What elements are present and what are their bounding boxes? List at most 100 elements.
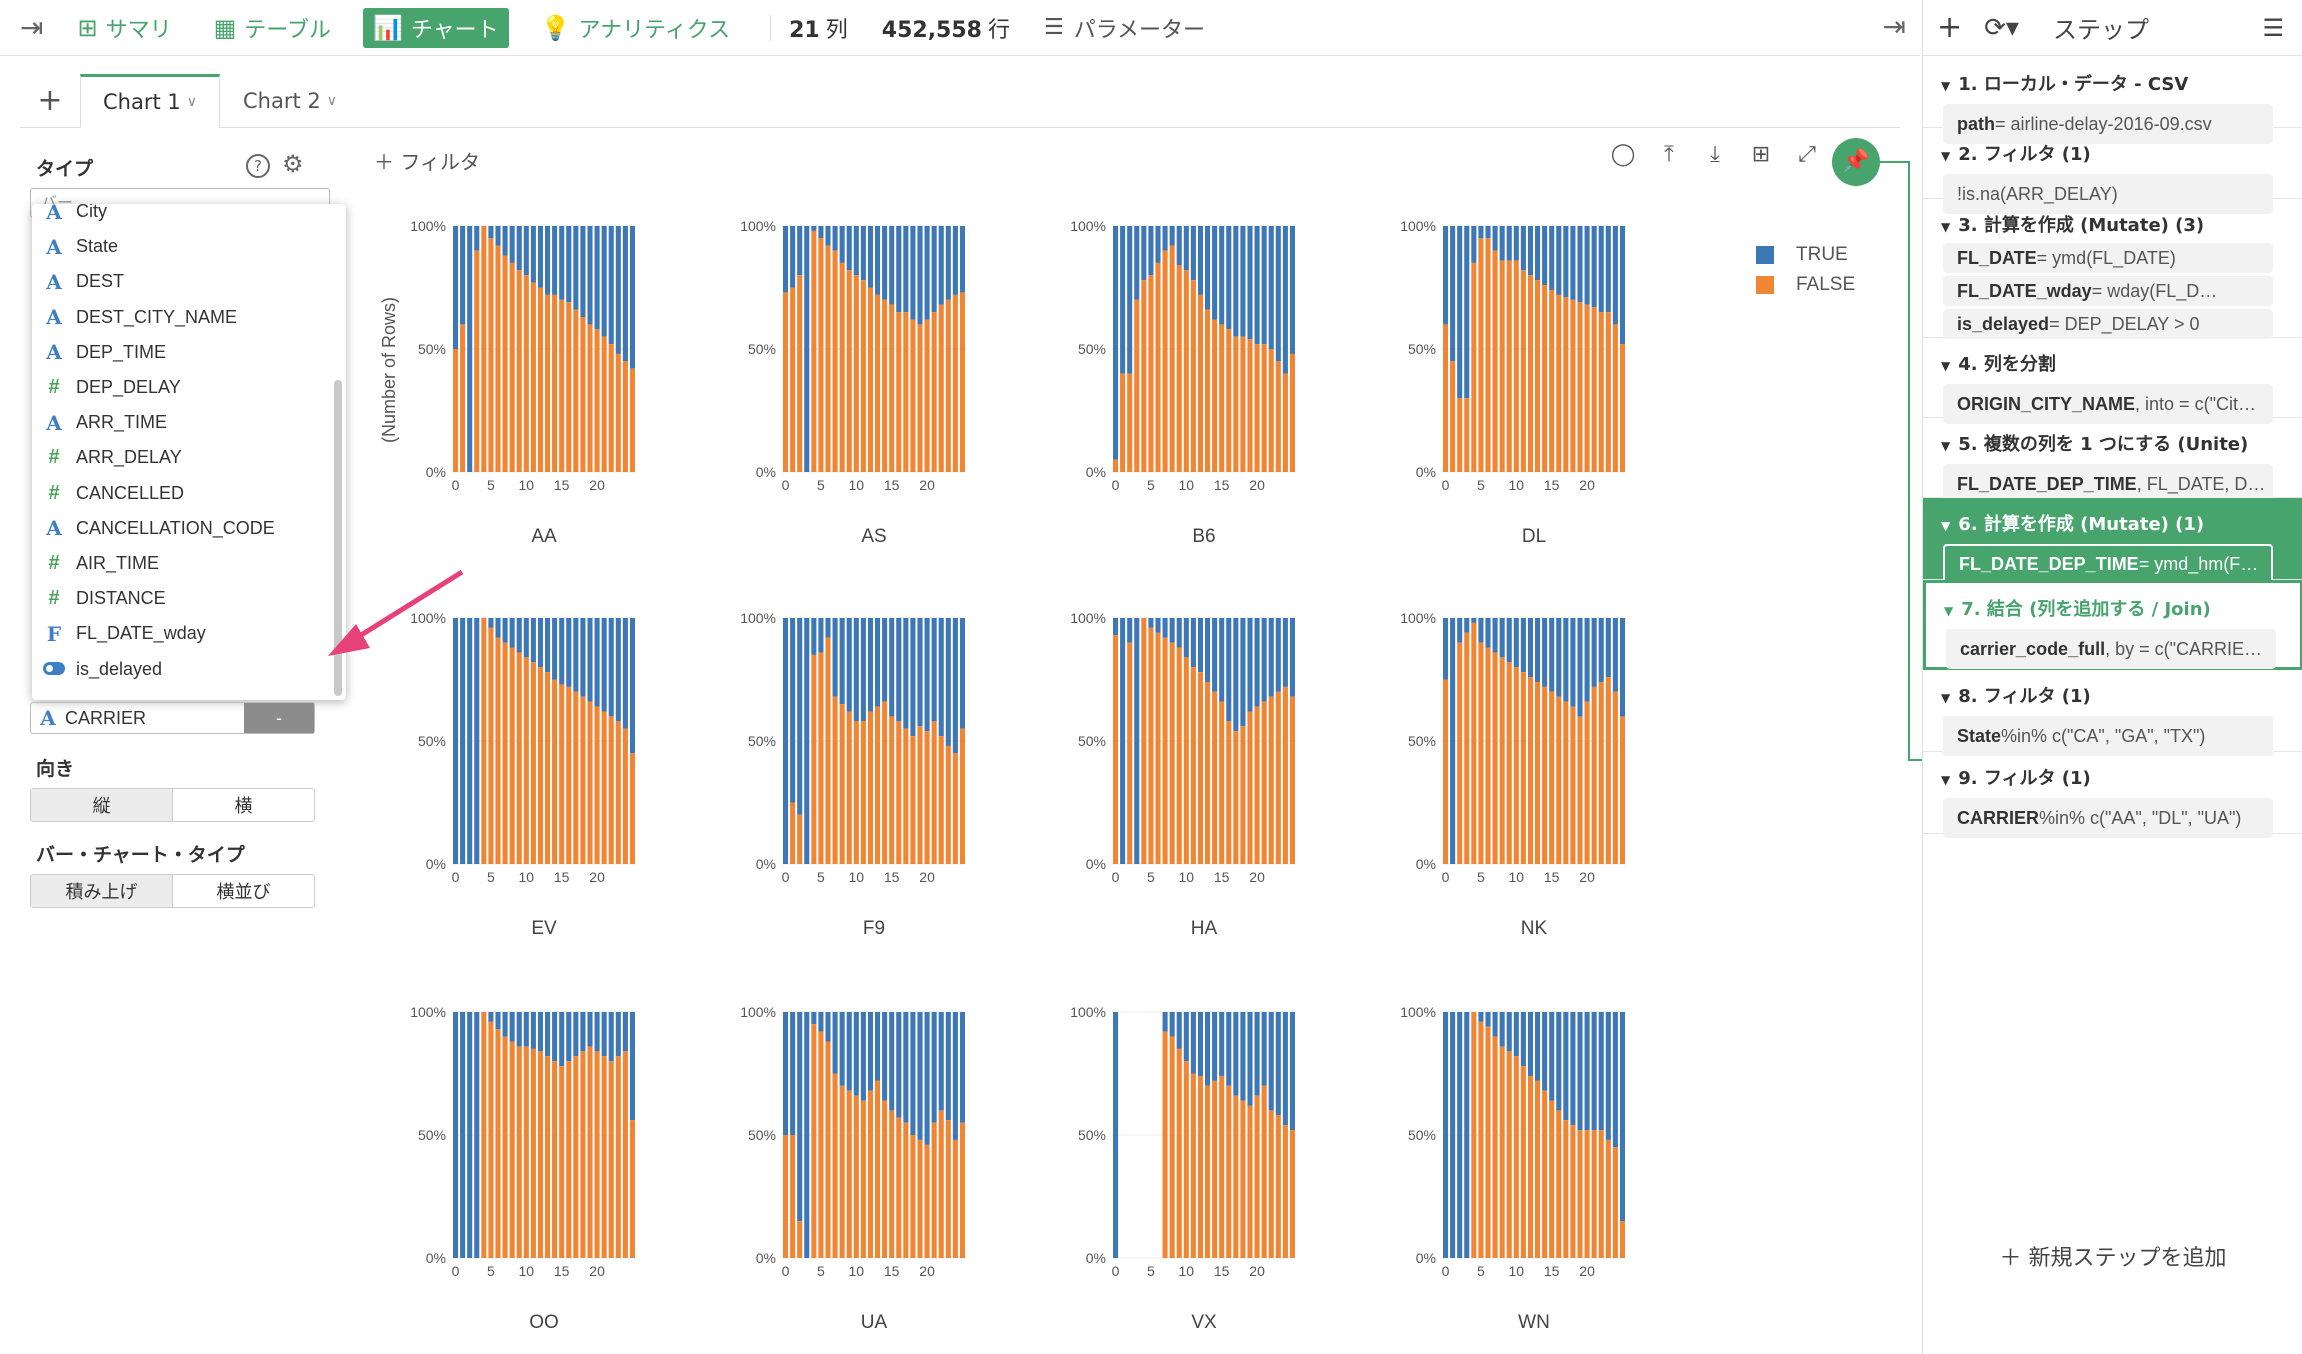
- column-option[interactable]: A DEST: [32, 264, 332, 299]
- column-option[interactable]: A ARR_TIME: [32, 405, 332, 440]
- chart-tab[interactable]: 📊 チャート: [362, 7, 509, 48]
- expand-icon[interactable]: ⤢: [1798, 142, 1816, 167]
- bar-true: [1176, 618, 1182, 648]
- bar-true: [1513, 1012, 1519, 1057]
- table-tab[interactable]: ▦ テーブル: [204, 8, 341, 48]
- bar-true: [945, 1012, 951, 1121]
- upload-icon[interactable]: ⤒: [1664, 142, 1674, 167]
- step-body[interactable]: FL_DATE_wday = wday(FL_D…: [1943, 276, 2273, 306]
- list-menu-icon[interactable]: ☰: [2262, 13, 2284, 42]
- step-title-text: 4. 列を分割: [1958, 354, 2056, 375]
- color-field-carrier[interactable]: A CARRIER -: [30, 702, 315, 734]
- collapse-triangle-icon[interactable]: ▼: [1944, 604, 1954, 618]
- step-body[interactable]: CARRIER %in% c("AA", "DL", "UA"): [1943, 798, 2273, 838]
- pin-button[interactable]: 📌: [1832, 138, 1880, 186]
- bar-true: [931, 226, 937, 313]
- dropdown-scrollbar[interactable]: [334, 380, 342, 696]
- step-3[interactable]: ▼ 3. 計算を作成 (Mutate) (3) FL_DATE = ymd(FL_D…: [1923, 199, 2302, 339]
- step-7[interactable]: ▼ 7. 結合 (列を追加する / Join) carrier_code_full,…: [1923, 580, 2302, 670]
- add-step-icon[interactable]: +: [1937, 10, 1963, 45]
- bar-true: [488, 1012, 494, 1022]
- collapse-triangle-icon[interactable]: ▼: [1941, 149, 1951, 163]
- step-2[interactable]: ▼ 2. フィルタ (1) !is.na(ARR_DELAY): [1923, 128, 2302, 214]
- summary-tab[interactable]: ⊞ サマリ: [67, 8, 181, 48]
- tab-chart-1[interactable]: Chart 1 ∨: [80, 74, 220, 128]
- bar-false: [1148, 627, 1154, 864]
- legend-item-true[interactable]: TRUE: [1756, 240, 1855, 270]
- step-body[interactable]: !is.na(ARR_DELAY): [1943, 174, 2273, 214]
- step-8[interactable]: ▼ 8. フィルタ (1) State %in% c("CA", "GA", "TX…: [1923, 670, 2302, 756]
- column-option[interactable]: A DEST_CITY_NAME: [32, 300, 332, 335]
- plus-icon: ＋: [1999, 1246, 2029, 1271]
- collapse-triangle-icon[interactable]: ▼: [1941, 79, 1951, 93]
- step-body[interactable]: FL_DATE_DEP_TIME = ymd_hm(F…: [1943, 544, 2273, 584]
- step-body-text: = wday(FL_D…: [2091, 280, 2218, 301]
- bar-false: [903, 728, 909, 864]
- bar-true: [1226, 1012, 1232, 1086]
- step-body[interactable]: FL_DATE = ymd(FL_DATE): [1943, 243, 2273, 273]
- step-5[interactable]: ▼ 5. 複数の列を 1 つにする (Unite) FL_DATE_DEP_TIME…: [1923, 418, 2302, 504]
- collapse-triangle-icon[interactable]: ▼: [1941, 439, 1951, 453]
- collapse-triangle-icon[interactable]: ▼: [1941, 220, 1951, 234]
- collapse-triangle-icon[interactable]: ▼: [1941, 519, 1951, 533]
- comment-icon[interactable]: ◯: [1610, 142, 1636, 167]
- analytics-tab[interactable]: 💡 アナリティクス: [531, 8, 740, 48]
- bar-true: [1155, 618, 1161, 633]
- add-chart-tab-button[interactable]: +: [37, 82, 63, 118]
- step-body[interactable]: carrier_code_full, by = c("CARRIE…: [1946, 629, 2276, 669]
- add-step-button[interactable]: ＋ 新規ステップを追加: [1923, 1240, 2302, 1272]
- step-4[interactable]: ▼ 4. 列を分割 ORIGIN_CITY_NAME, into = c("Cit…: [1923, 338, 2302, 424]
- step-body[interactable]: is_delayed = DEP_DELAY > 0: [1943, 309, 2273, 339]
- column-option[interactable]: # DEP_DELAY: [32, 370, 332, 405]
- step-9[interactable]: ▼ 9. フィルタ (1) CARRIER %in% c("AA", "DL", "…: [1923, 752, 2302, 838]
- column-option[interactable]: # AIR_TIME: [32, 546, 332, 581]
- step-body[interactable]: State %in% c("CA", "GA", "TX"): [1943, 716, 2273, 756]
- column-option[interactable]: F FL_DATE_wday: [32, 616, 332, 651]
- help-icon[interactable]: ?: [246, 154, 270, 178]
- refresh-icon[interactable]: ⟳▾: [1984, 12, 2019, 43]
- tab-chart-2[interactable]: Chart 2 ∨: [220, 74, 360, 128]
- step-body[interactable]: ORIGIN_CITY_NAME, into = c("Cit…: [1943, 384, 2273, 424]
- column-option[interactable]: # DISTANCE: [32, 581, 332, 616]
- bar-false: [552, 679, 558, 864]
- column-option[interactable]: A City: [32, 204, 332, 229]
- bar-true: [1542, 618, 1548, 687]
- column-option[interactable]: is_delayed: [32, 652, 332, 687]
- collapse-triangle-icon[interactable]: ▼: [1941, 359, 1951, 373]
- add-filter-button[interactable]: ＋ フィルタ: [374, 146, 480, 175]
- bar-true: [1127, 618, 1133, 643]
- step-6[interactable]: ▼ 6. 計算を作成 (Mutate) (1) FL_DATE_DEP_TIME =…: [1923, 498, 2302, 584]
- y-tick-label: 100%: [410, 610, 446, 626]
- orientation-horizontal[interactable]: 横: [234, 796, 253, 817]
- bar-true: [523, 618, 529, 658]
- column-option[interactable]: A DEP_TIME: [32, 335, 332, 370]
- bar-type-stacked[interactable]: 積み上げ: [31, 875, 173, 907]
- legend-item-false[interactable]: FALSE: [1756, 270, 1855, 300]
- remove-field-button[interactable]: -: [244, 703, 314, 733]
- pin-connector: [1908, 759, 1922, 761]
- column-option[interactable]: A CANCELLATION_CODE: [32, 511, 332, 546]
- bar-false: [1506, 260, 1512, 472]
- y-tick-label: 0%: [426, 1250, 446, 1266]
- column-option[interactable]: # ARR_DELAY: [32, 440, 332, 475]
- collapse-right-icon[interactable]: ⇥: [1882, 10, 1906, 43]
- step-body[interactable]: path = airline-delay-2016-09.csv: [1943, 104, 2273, 144]
- column-option[interactable]: # CANCELLED: [32, 476, 332, 511]
- collapse-triangle-icon[interactable]: ▼: [1941, 691, 1951, 705]
- grid-layout-icon[interactable]: ⊞: [1751, 142, 1771, 167]
- bar-false: [797, 814, 803, 864]
- bar-type-dodge[interactable]: 横並び: [216, 882, 271, 903]
- step-body[interactable]: FL_DATE_DEP_TIME, FL_DATE, D…: [1943, 464, 2273, 504]
- orientation-vertical[interactable]: 縦: [31, 789, 173, 821]
- parameter-button[interactable]: ☰ パラメーター: [1044, 12, 1205, 44]
- collapse-left-icon[interactable]: ⇥: [20, 11, 44, 44]
- column-option[interactable]: A State: [32, 229, 332, 264]
- download-icon[interactable]: ⤓: [1710, 142, 1720, 167]
- string-type-icon: A: [46, 305, 62, 330]
- bar-true: [1275, 1012, 1281, 1116]
- collapse-triangle-icon[interactable]: ▼: [1941, 773, 1951, 787]
- gear-icon[interactable]: ⚙: [282, 150, 304, 178]
- bar-true: [530, 1012, 536, 1049]
- bar-false: [882, 1100, 888, 1258]
- step-1[interactable]: ▼ 1. ローカル・データ - CSV path = airline-delay-2…: [1923, 58, 2302, 144]
